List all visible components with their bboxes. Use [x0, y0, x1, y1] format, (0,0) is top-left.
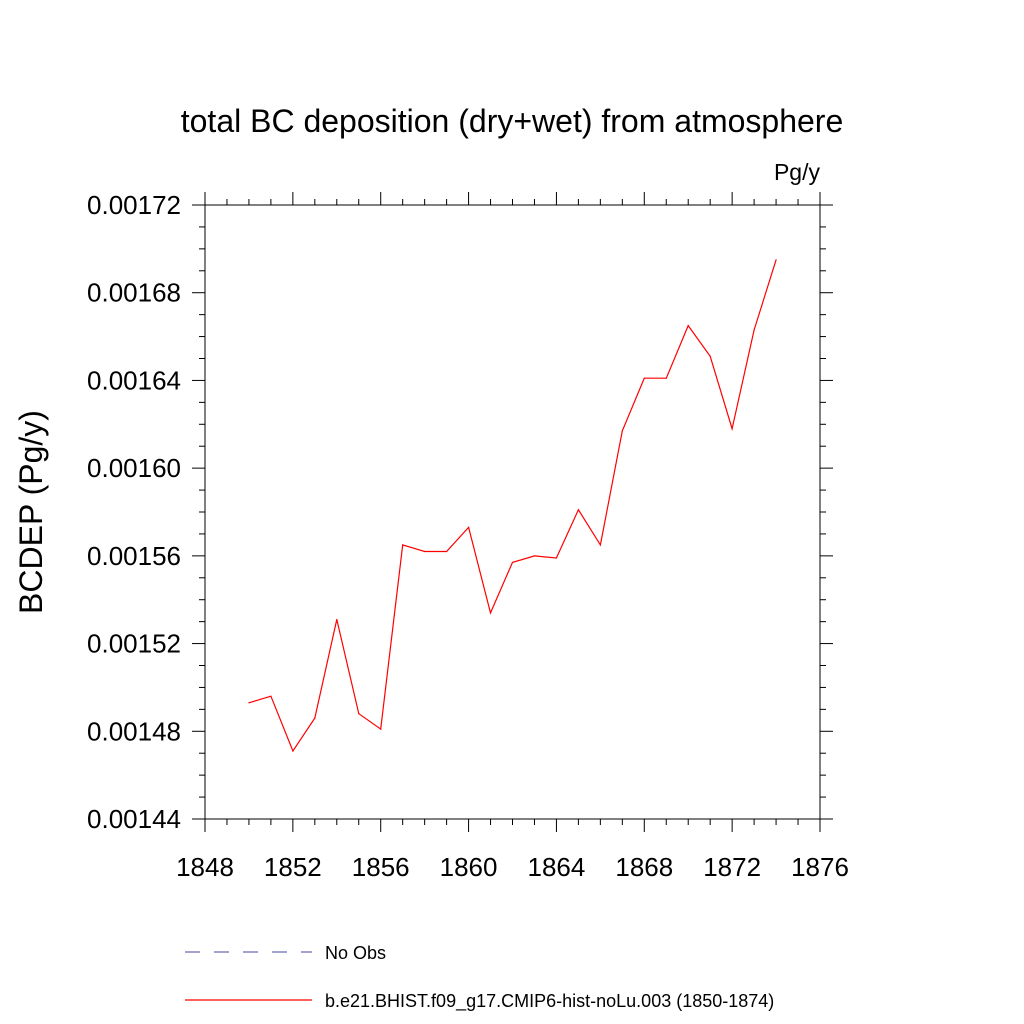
x-tick-label: 1848	[176, 852, 234, 882]
y-axis-title: BCDEP (Pg/y)	[13, 410, 49, 614]
legend-label: No Obs	[325, 943, 386, 963]
data-point	[467, 526, 470, 528]
data-point	[533, 555, 536, 557]
data-point	[665, 377, 667, 379]
x-tick-label: 1864	[528, 852, 586, 882]
data-point	[270, 695, 272, 697]
data-point	[775, 259, 777, 261]
y-tick-label: 0.00152	[87, 629, 181, 659]
y-tick-label: 0.00156	[87, 541, 181, 571]
x-tick-label: 1876	[791, 852, 849, 882]
data-point	[380, 728, 382, 730]
data-point	[599, 544, 601, 546]
y-tick-label: 0.00148	[87, 716, 181, 746]
data-point	[555, 557, 558, 559]
plot-area: 1848 1852 1856 1860 1864 1868 1872 1876 0.00144 0…	[87, 190, 849, 882]
data-point	[248, 702, 250, 704]
data-point	[709, 355, 711, 357]
y-tick-label: 0.00164	[87, 365, 181, 395]
data-point	[687, 325, 689, 327]
x-tick-label: 1856	[352, 852, 410, 882]
data-point	[643, 377, 645, 379]
x-tick-label: 1860	[440, 852, 498, 882]
data-point	[489, 612, 492, 614]
chart-title: total BC deposition (dry+wet) from atmos…	[181, 103, 844, 139]
data-point	[577, 509, 579, 511]
data-point	[292, 750, 294, 752]
y-tick-label: 0.00168	[87, 278, 181, 308]
legend: No Obs b.e21.BHIST.f09_g17.CMIP6-hist-noL…	[185, 943, 774, 1012]
data-point	[358, 713, 360, 715]
data-point	[336, 618, 338, 621]
series-line	[248, 259, 777, 753]
y-tick-label: 0.00172	[87, 190, 181, 220]
units-label: Pg/y	[774, 159, 821, 185]
x-tick-label: 1852	[264, 852, 322, 882]
y-tick-label: 0.00144	[87, 804, 181, 834]
data-point	[621, 430, 623, 432]
y-tick-label: 0.00160	[87, 453, 181, 483]
data-point	[402, 544, 404, 546]
data-point	[446, 550, 448, 553]
data-point	[753, 329, 755, 331]
x-tick-label: 1872	[703, 852, 761, 882]
legend-label: b.e21.BHIST.f09_g17.CMIP6-hist-noLu.003 …	[325, 991, 774, 1012]
x-tick-label: 1868	[615, 852, 673, 882]
data-point	[511, 561, 514, 564]
data-point	[424, 550, 426, 553]
plot-frame	[204, 204, 821, 820]
data-point	[731, 428, 733, 430]
data-point	[314, 717, 316, 719]
